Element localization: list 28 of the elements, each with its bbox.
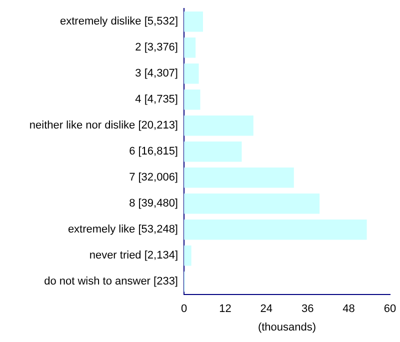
x-tick-label: 0 — [180, 303, 188, 316]
y-tick-label: 4 [4,735] — [135, 94, 178, 106]
x-tick-label: 36 — [301, 303, 314, 316]
x-tick-label: 12 — [219, 303, 232, 316]
bar — [184, 245, 192, 266]
y-tick-label: extremely like [53,248] — [68, 224, 178, 236]
bar — [184, 219, 367, 240]
bar — [184, 37, 196, 58]
x-tick-label: 48 — [342, 303, 355, 316]
y-tick-label: never tried [2,134] — [89, 250, 178, 262]
y-tick-label: extremely dislike [5,532] — [60, 16, 178, 28]
x-tick-label: 60 — [384, 303, 396, 316]
y-tick-label: 8 [39,480] — [129, 198, 178, 210]
bar — [184, 63, 199, 84]
bar — [184, 11, 203, 32]
bar — [184, 89, 200, 110]
y-tick-label: do not wish to answer [233] — [44, 276, 178, 288]
x-tick-label: 24 — [260, 303, 273, 316]
y-tick-label: 7 [32,006] — [129, 172, 178, 184]
bar — [184, 141, 242, 162]
y-tick-label: 2 [3,376] — [135, 42, 178, 54]
bar — [184, 193, 320, 214]
x-axis-title: (thousands) — [258, 321, 316, 334]
y-tick-label: neither like nor dislike [20,213] — [29, 120, 178, 132]
y-tick-label: 3 [4,307] — [135, 68, 178, 80]
bar — [184, 167, 294, 188]
y-tick-label: 6 [16,815] — [129, 146, 178, 158]
bar — [184, 115, 254, 136]
